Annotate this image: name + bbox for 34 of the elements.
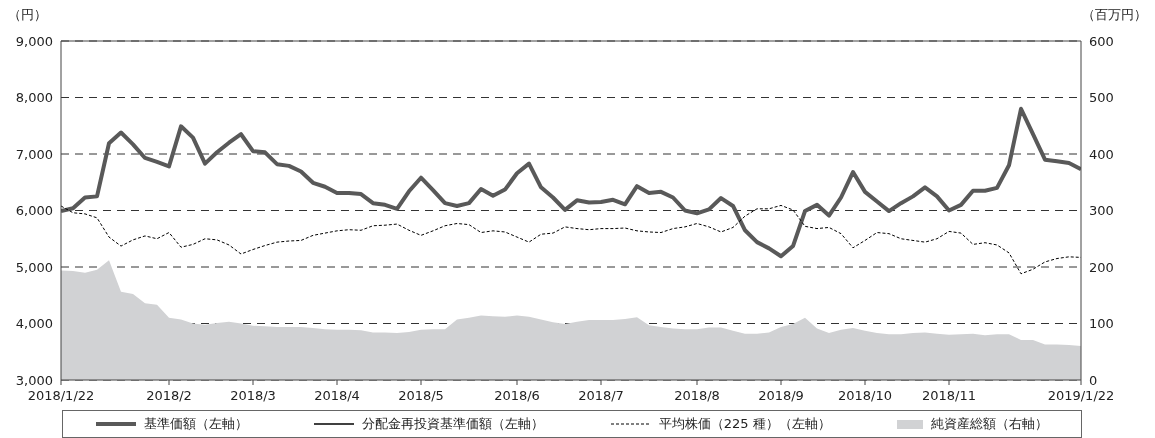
y-axis-title: （円） xyxy=(8,6,47,24)
x-tick-label: 2018/3 xyxy=(230,388,276,404)
legend-label: 純資産総額（右軸） xyxy=(930,415,1048,433)
x-tick-label: 2018/9 xyxy=(758,388,804,404)
y2-tick-label: 600 xyxy=(1089,33,1114,49)
x-tick-label: 2018/5 xyxy=(398,388,444,404)
x-tick-label: 2019/1/22 xyxy=(1047,388,1115,404)
y2-tick-label: 100 xyxy=(1089,316,1114,332)
y-tick-label: 6,000 xyxy=(15,203,53,219)
y-tick-label: 7,000 xyxy=(15,146,53,162)
y-tick-label: 9,000 xyxy=(15,33,53,49)
y-tick-label: 5,000 xyxy=(15,259,53,275)
legend-label: 分配金再投資基準価額（左軸） xyxy=(362,415,545,433)
x-tick-label: 2018/4 xyxy=(314,388,360,404)
y2-axis-title: （百万円） xyxy=(1082,6,1147,24)
x-tick-label: 2018/11 xyxy=(921,388,977,404)
x-tick-label: 2018/8 xyxy=(674,388,720,404)
y2-tick-label: 400 xyxy=(1089,146,1114,162)
y-tick-label: 3,000 xyxy=(15,372,53,388)
x-tick-label: 2018/10 xyxy=(837,388,893,404)
y2-tick-label: 300 xyxy=(1089,203,1114,219)
y-tick-label: 4,000 xyxy=(15,316,53,332)
legend-label: 平均株価（225 種）（左軸） xyxy=(658,415,831,433)
legend-label: 基準価額（左軸） xyxy=(144,415,249,433)
y2-tick-label: 200 xyxy=(1089,259,1114,275)
x-tick-label: 2018/7 xyxy=(578,388,624,404)
x-tick-label: 2018/6 xyxy=(494,388,540,404)
x-tick-label: 2018/1/22 xyxy=(27,388,95,404)
line-series xyxy=(61,106,1081,259)
y2-tick-label: 500 xyxy=(1089,90,1114,106)
x-tick-label: 2018/2 xyxy=(146,388,192,404)
y-tick-label: 8,000 xyxy=(15,90,53,106)
y2-tick-label: 0 xyxy=(1089,372,1098,388)
line-series xyxy=(61,204,1081,275)
